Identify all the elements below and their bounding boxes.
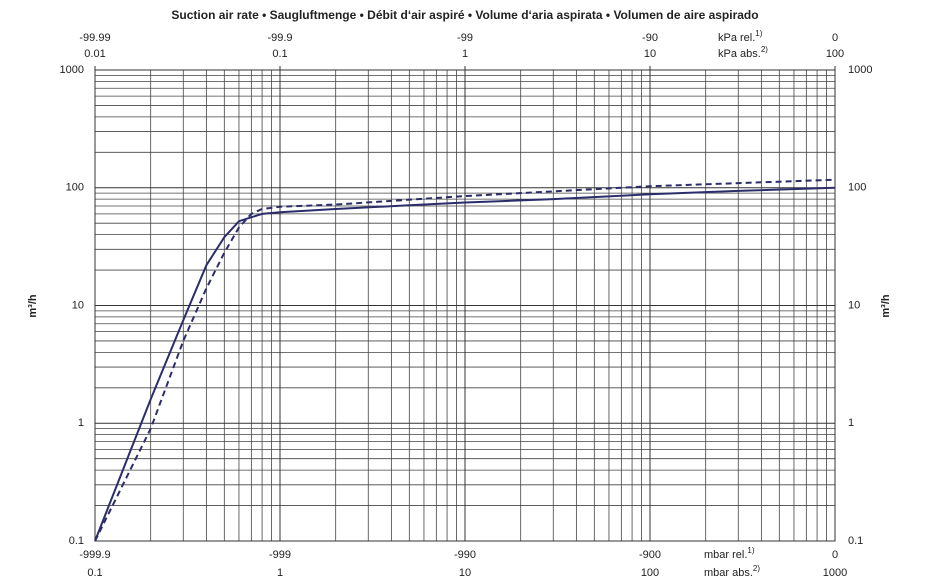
unit-sup: 2)	[761, 45, 768, 54]
x-tick-label: 1000	[823, 567, 847, 579]
x2-tick-label-rel: -99.99	[79, 32, 110, 44]
x-tick-label: 0.1	[87, 567, 102, 579]
x2-tick-label-rel: 0	[832, 32, 838, 44]
y-tick-label: 0.1	[69, 535, 84, 547]
x2-tick-label: 0.01	[84, 48, 105, 60]
x-tick-label-rel: 0	[832, 549, 838, 561]
unit-sup: 2)	[753, 564, 760, 573]
axis-unit: kPa abs.2)	[718, 45, 768, 60]
x2-tick-label: 1	[462, 48, 468, 60]
unit-sup: 1)	[747, 546, 754, 555]
y-tick-label: 100	[66, 182, 84, 194]
y-tick-label-right: 0.1	[848, 535, 863, 547]
unit-text: mbar abs.	[704, 567, 753, 579]
series-line	[94, 178, 836, 542]
unit-text: mbar rel.	[704, 549, 747, 561]
y-tick-label-right: 10	[848, 299, 860, 311]
x2-tick-label-rel: -90	[642, 32, 658, 44]
x-tick-label: 1	[277, 567, 283, 579]
plot-frame	[94, 69, 836, 542]
axis-unit: mbar abs.2)	[704, 564, 760, 579]
series-line	[94, 186, 836, 542]
x2-tick-label: 0.1	[272, 48, 287, 60]
y-tick-label: 1000	[60, 64, 84, 76]
x2-tick-label: 100	[826, 48, 844, 60]
chart-title: Suction air rate • Saugluftmenge • Débit…	[171, 8, 758, 22]
y-axis-label: m³/h	[27, 294, 39, 318]
x-tick-label: 10	[459, 567, 471, 579]
axis-unit: mbar rel.1)	[704, 546, 755, 561]
y-axis-label-right: m³/h	[880, 294, 892, 318]
y-tick-label: 1	[78, 417, 84, 429]
y-tick-label-right: 1	[848, 417, 854, 429]
x-tick-label: 100	[641, 567, 659, 579]
x-tick-label-rel: -999.9	[79, 549, 110, 561]
x-tick-label-rel: -900	[639, 549, 661, 561]
y-tick-label-right: 100	[848, 182, 866, 194]
x-tick-label-rel: -999	[269, 549, 291, 561]
unit-sup: 1)	[755, 29, 762, 38]
unit-text: kPa rel.	[718, 32, 755, 44]
axis-unit: kPa rel.1)	[718, 29, 763, 44]
x-tick-label-rel: -990	[454, 549, 476, 561]
y-tick-label: 10	[72, 299, 84, 311]
x2-tick-label: 10	[644, 48, 656, 60]
y-tick-label-right: 1000	[848, 64, 872, 76]
x2-tick-label-rel: -99	[457, 32, 473, 44]
x2-tick-label-rel: -99.9	[267, 32, 292, 44]
unit-text: kPa abs.	[718, 48, 761, 60]
